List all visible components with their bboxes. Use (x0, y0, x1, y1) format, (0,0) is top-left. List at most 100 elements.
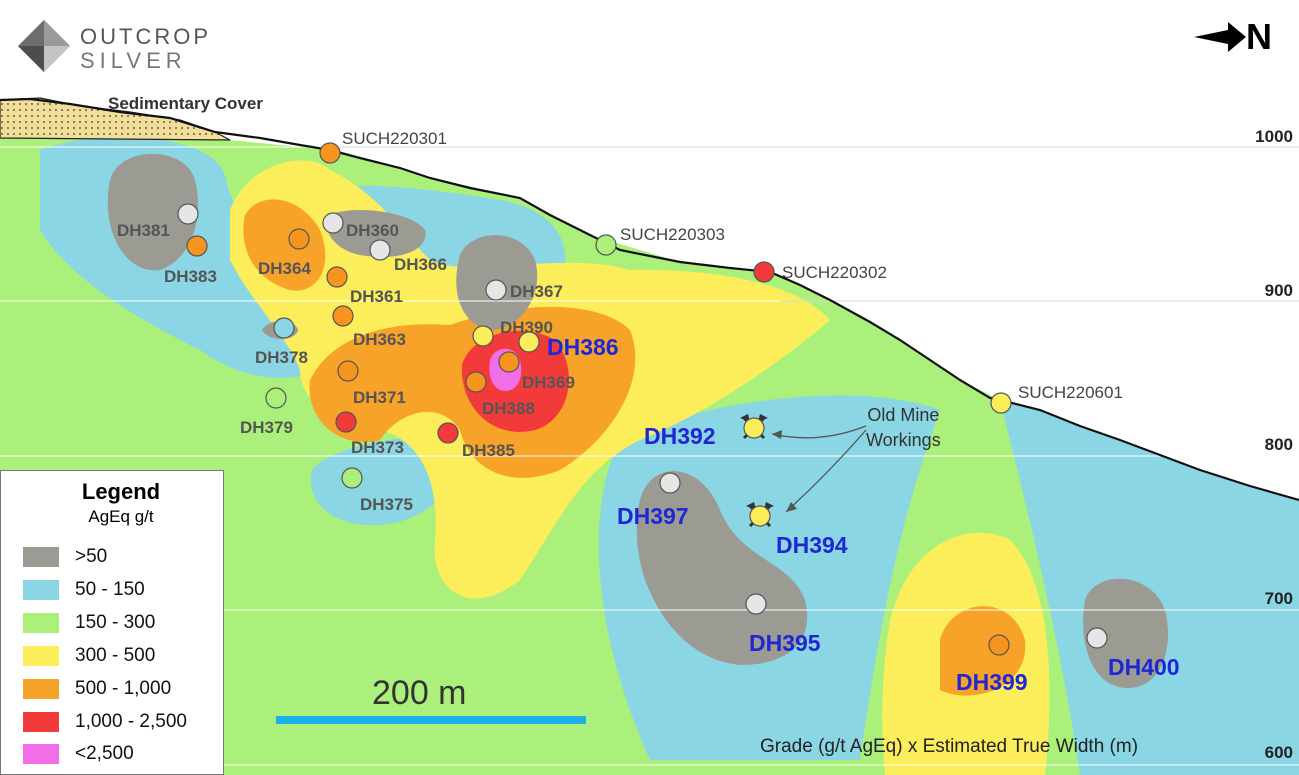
sedimentary-cover-label: Sedimentary Cover (108, 94, 263, 113)
drillhole-marker-dh383[interactable] (186, 235, 208, 257)
scale-bar-label: 200 m (372, 674, 467, 712)
zone-orange-399 (940, 606, 1026, 696)
drillhole-marker-dh394[interactable] (749, 505, 771, 527)
drillhole-label-dh378: DH378 (255, 348, 308, 367)
annotation-arrow-2 (785, 429, 867, 513)
drillhole-marker-dh399[interactable] (988, 634, 1010, 656)
legend-swatch (23, 580, 59, 600)
elevation-700: 700 (1264, 589, 1293, 608)
legend-subtitle: AgEq g/t (88, 507, 154, 526)
legend-label: >50 (75, 546, 108, 567)
zone-grey-397 (636, 471, 808, 665)
drillhole-label-dh371: DH371 (353, 388, 406, 407)
elevation-800: 800 (1264, 435, 1293, 454)
drillhole-label-dh394: DH394 (776, 532, 848, 558)
topographic-surface (0, 97, 1299, 502)
north-label: N (1246, 16, 1272, 57)
elevation-900: 900 (1264, 281, 1293, 300)
drillhole-label-dh388: DH388 (482, 399, 535, 418)
drillhole-label-dh379: DH379 (240, 418, 293, 437)
legend-label: <2,500 (75, 743, 134, 764)
drillhole-marker-dh375[interactable] (341, 467, 363, 489)
scale-bar: 200 m (276, 674, 586, 728)
annotation-arrow-1-head (772, 430, 782, 439)
drillhole-label-dh366: DH366 (394, 255, 447, 274)
legend: Legend AgEq g/t >50 50 - 150 150 - 300 3… (0, 470, 224, 775)
drillhole-label-dh399: DH399 (956, 669, 1028, 695)
drillhole-marker-dh379[interactable] (265, 387, 287, 409)
surface-hole-marker-such220301[interactable] (319, 142, 341, 164)
drillhole-label-dh397: DH397 (617, 503, 689, 529)
surface-hole-label-such220303: SUCH220303 (620, 225, 725, 244)
north-arrow: N (1194, 16, 1284, 60)
legend-swatch (23, 744, 59, 764)
drillhole-label-dh390: DH390 (500, 318, 553, 337)
legend-swatch (23, 679, 59, 699)
drillhole-marker-dh360[interactable] (322, 212, 344, 234)
logo-word-2: SILVER (80, 48, 187, 73)
logo-icon (18, 20, 70, 72)
drillhole-label-dh385: DH385 (462, 441, 515, 460)
drillhole-marker-dh388[interactable] (465, 371, 487, 393)
old-mine-workings-label: Old Mine Workings (866, 403, 941, 453)
legend-label: 150 - 300 (75, 612, 156, 633)
annotation-line-2: Workings (866, 430, 941, 450)
drillhole-label-dh363: DH363 (353, 330, 406, 349)
drillhole-label-dh400: DH400 (1108, 654, 1180, 680)
drillhole-marker-dh386[interactable] (518, 331, 540, 353)
company-logo: OUTCROP SILVER (16, 18, 216, 74)
drillhole-label-dh395: DH395 (749, 630, 821, 656)
drillhole-label-dh373: DH373 (351, 438, 404, 457)
drillhole-marker-dh381[interactable] (177, 203, 199, 225)
drillhole-label-dh375: DH375 (360, 495, 413, 514)
legend-swatch (23, 547, 59, 567)
legend-label: 1,000 - 2,500 (75, 711, 187, 732)
drillhole-marker-dh369[interactable] (498, 351, 520, 373)
drillhole-marker-dh400[interactable] (1086, 627, 1108, 649)
drillhole-marker-dh397[interactable] (659, 472, 681, 494)
drillhole-label-dh360: DH360 (346, 221, 399, 240)
surface-hole-marker-such220601[interactable] (990, 392, 1012, 414)
surface-hole-marker-such220302[interactable] (753, 261, 775, 283)
scale-bar-line (276, 716, 586, 724)
drillhole-markers: DH381 DH383 DH364 DH360 DH366 DH361 DH363 DH378… (117, 129, 1180, 695)
drillhole-marker-dh395[interactable] (745, 593, 767, 615)
annotation-arrow-2-head (786, 502, 797, 512)
drillhole-marker-dh385[interactable] (437, 422, 459, 444)
drillhole-marker-dh392[interactable] (743, 417, 765, 439)
legend-swatch (23, 712, 59, 732)
drillhole-marker-dh366[interactable] (369, 239, 391, 261)
drillhole-marker-dh371[interactable] (337, 360, 359, 382)
legend-label: 50 - 150 (75, 579, 145, 600)
surface-hole-marker-such220303[interactable] (595, 234, 617, 256)
legend-swatch (23, 646, 59, 666)
caption: Grade (g/t AgEq) x Estimated True Width … (760, 736, 1139, 757)
drillhole-label-dh386: DH386 (547, 334, 619, 360)
drillhole-marker-dh390[interactable] (472, 325, 494, 347)
drillhole-marker-dh373[interactable] (335, 411, 357, 433)
drillhole-label-dh383: DH383 (164, 267, 217, 286)
logo-word-1: OUTCROP (80, 24, 211, 49)
drillhole-label-dh364: DH364 (258, 259, 311, 278)
drillhole-marker-dh378[interactable] (273, 317, 295, 339)
legend-swatch (23, 613, 59, 633)
surface-hole-label-such220301: SUCH220301 (342, 129, 447, 148)
elevation-1000: 1000 (1255, 127, 1293, 146)
annotation-line-1: Old Mine (867, 405, 940, 425)
zone-grey-400 (1083, 578, 1169, 689)
drillhole-marker-dh367[interactable] (485, 279, 507, 301)
drillhole-marker-dh364[interactable] (288, 228, 310, 250)
zone-grey-360 (326, 210, 426, 258)
surface-hole-label-such220601: SUCH220601 (1018, 383, 1123, 402)
legend-label: 500 - 1,000 (75, 678, 172, 699)
drillhole-marker-dh363[interactable] (332, 305, 354, 327)
legend-title: Legend (81, 479, 161, 504)
elevation-600: 600 (1264, 743, 1293, 762)
drillhole-label-dh361: DH361 (350, 287, 403, 306)
zone-blue-far (1000, 400, 1299, 775)
drillhole-marker-dh361[interactable] (326, 266, 348, 288)
drillhole-label-dh369: DH369 (522, 373, 575, 392)
zone-orange-364 (243, 199, 326, 291)
